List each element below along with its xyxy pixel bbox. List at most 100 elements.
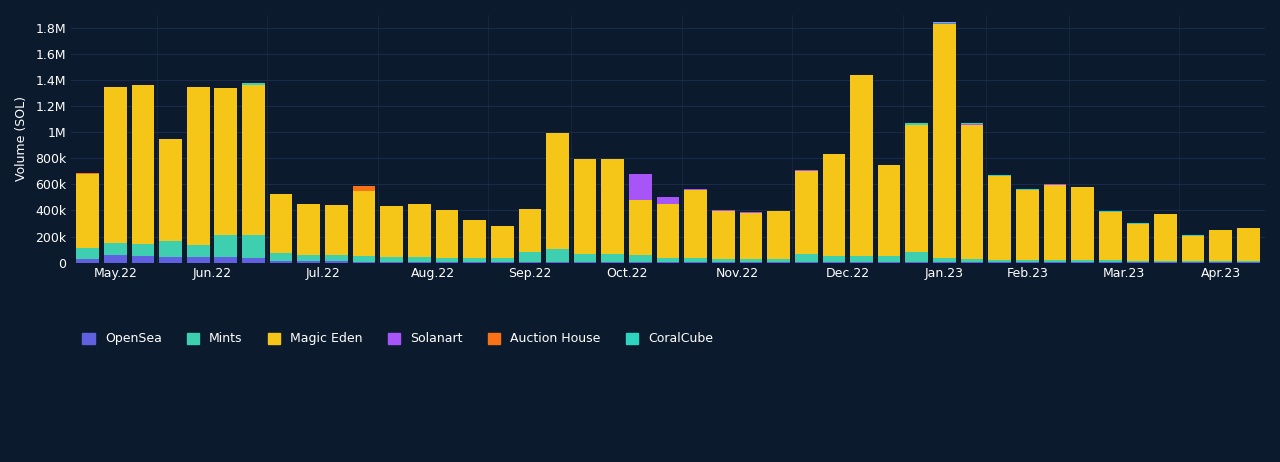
Bar: [933, 258, 956, 262]
Bar: [988, 260, 1011, 262]
Bar: [795, 170, 818, 171]
Bar: [104, 87, 127, 243]
Bar: [628, 201, 652, 255]
Bar: [353, 261, 375, 262]
Bar: [988, 176, 1011, 260]
Bar: [518, 251, 541, 262]
Bar: [628, 261, 652, 262]
Bar: [905, 125, 928, 252]
Bar: [159, 257, 182, 262]
Bar: [823, 256, 845, 262]
Bar: [795, 255, 818, 262]
Bar: [573, 158, 596, 254]
Bar: [712, 259, 735, 262]
Bar: [353, 256, 375, 261]
Bar: [628, 174, 652, 201]
Bar: [159, 241, 182, 257]
Bar: [1126, 224, 1149, 261]
Bar: [961, 259, 983, 262]
Bar: [242, 83, 265, 85]
Bar: [159, 140, 182, 241]
Bar: [215, 257, 237, 262]
Bar: [988, 175, 1011, 176]
Bar: [657, 197, 680, 204]
Bar: [573, 261, 596, 262]
Bar: [270, 253, 292, 261]
Bar: [823, 154, 845, 256]
Bar: [435, 258, 458, 262]
Bar: [1181, 261, 1204, 262]
Bar: [961, 123, 983, 124]
Bar: [1181, 236, 1204, 261]
Bar: [77, 174, 99, 248]
Bar: [242, 258, 265, 262]
Bar: [325, 255, 348, 261]
Bar: [1155, 261, 1176, 262]
Bar: [408, 204, 430, 257]
Bar: [297, 204, 320, 255]
Bar: [132, 85, 155, 244]
Bar: [685, 258, 707, 262]
Bar: [933, 24, 956, 258]
Bar: [602, 158, 625, 159]
Bar: [270, 261, 292, 262]
Bar: [573, 254, 596, 261]
Bar: [795, 171, 818, 255]
Bar: [628, 255, 652, 261]
Bar: [740, 259, 763, 262]
Bar: [490, 258, 513, 262]
Bar: [740, 213, 763, 259]
Bar: [380, 257, 403, 262]
Bar: [602, 159, 625, 255]
Bar: [463, 220, 486, 258]
Bar: [270, 194, 292, 253]
Bar: [242, 85, 265, 235]
Legend: OpenSea, Mints, Magic Eden, Solanart, Auction House, CoralCube: OpenSea, Mints, Magic Eden, Solanart, Au…: [77, 328, 718, 351]
Bar: [297, 255, 320, 261]
Bar: [961, 125, 983, 259]
Bar: [187, 257, 210, 262]
Bar: [490, 226, 513, 258]
Bar: [1071, 187, 1094, 260]
Bar: [685, 190, 707, 258]
Bar: [1043, 260, 1066, 262]
Bar: [104, 255, 127, 262]
Bar: [1236, 261, 1260, 262]
Bar: [850, 75, 873, 256]
Bar: [77, 248, 99, 259]
Bar: [325, 261, 348, 262]
Bar: [933, 22, 956, 24]
Bar: [657, 258, 680, 262]
Bar: [1016, 260, 1038, 262]
Bar: [408, 257, 430, 262]
Bar: [657, 204, 680, 258]
Bar: [132, 244, 155, 256]
Bar: [905, 123, 928, 125]
Bar: [1016, 190, 1038, 260]
Bar: [767, 259, 790, 262]
Bar: [187, 87, 210, 245]
Bar: [297, 261, 320, 262]
Bar: [850, 256, 873, 262]
Bar: [1100, 260, 1121, 262]
Bar: [1043, 185, 1066, 260]
Bar: [602, 261, 625, 262]
Bar: [905, 252, 928, 262]
Bar: [1236, 228, 1260, 261]
Bar: [77, 259, 99, 262]
Bar: [1100, 212, 1121, 260]
Bar: [712, 211, 735, 259]
Bar: [547, 249, 568, 262]
Bar: [1126, 261, 1149, 262]
Bar: [1155, 214, 1176, 261]
Bar: [878, 256, 900, 262]
Bar: [353, 186, 375, 191]
Bar: [463, 258, 486, 262]
Y-axis label: Volume (SOL): Volume (SOL): [15, 96, 28, 181]
Bar: [325, 205, 348, 255]
Bar: [1126, 223, 1149, 224]
Bar: [1071, 260, 1094, 262]
Bar: [435, 211, 458, 258]
Bar: [602, 255, 625, 261]
Bar: [242, 235, 265, 258]
